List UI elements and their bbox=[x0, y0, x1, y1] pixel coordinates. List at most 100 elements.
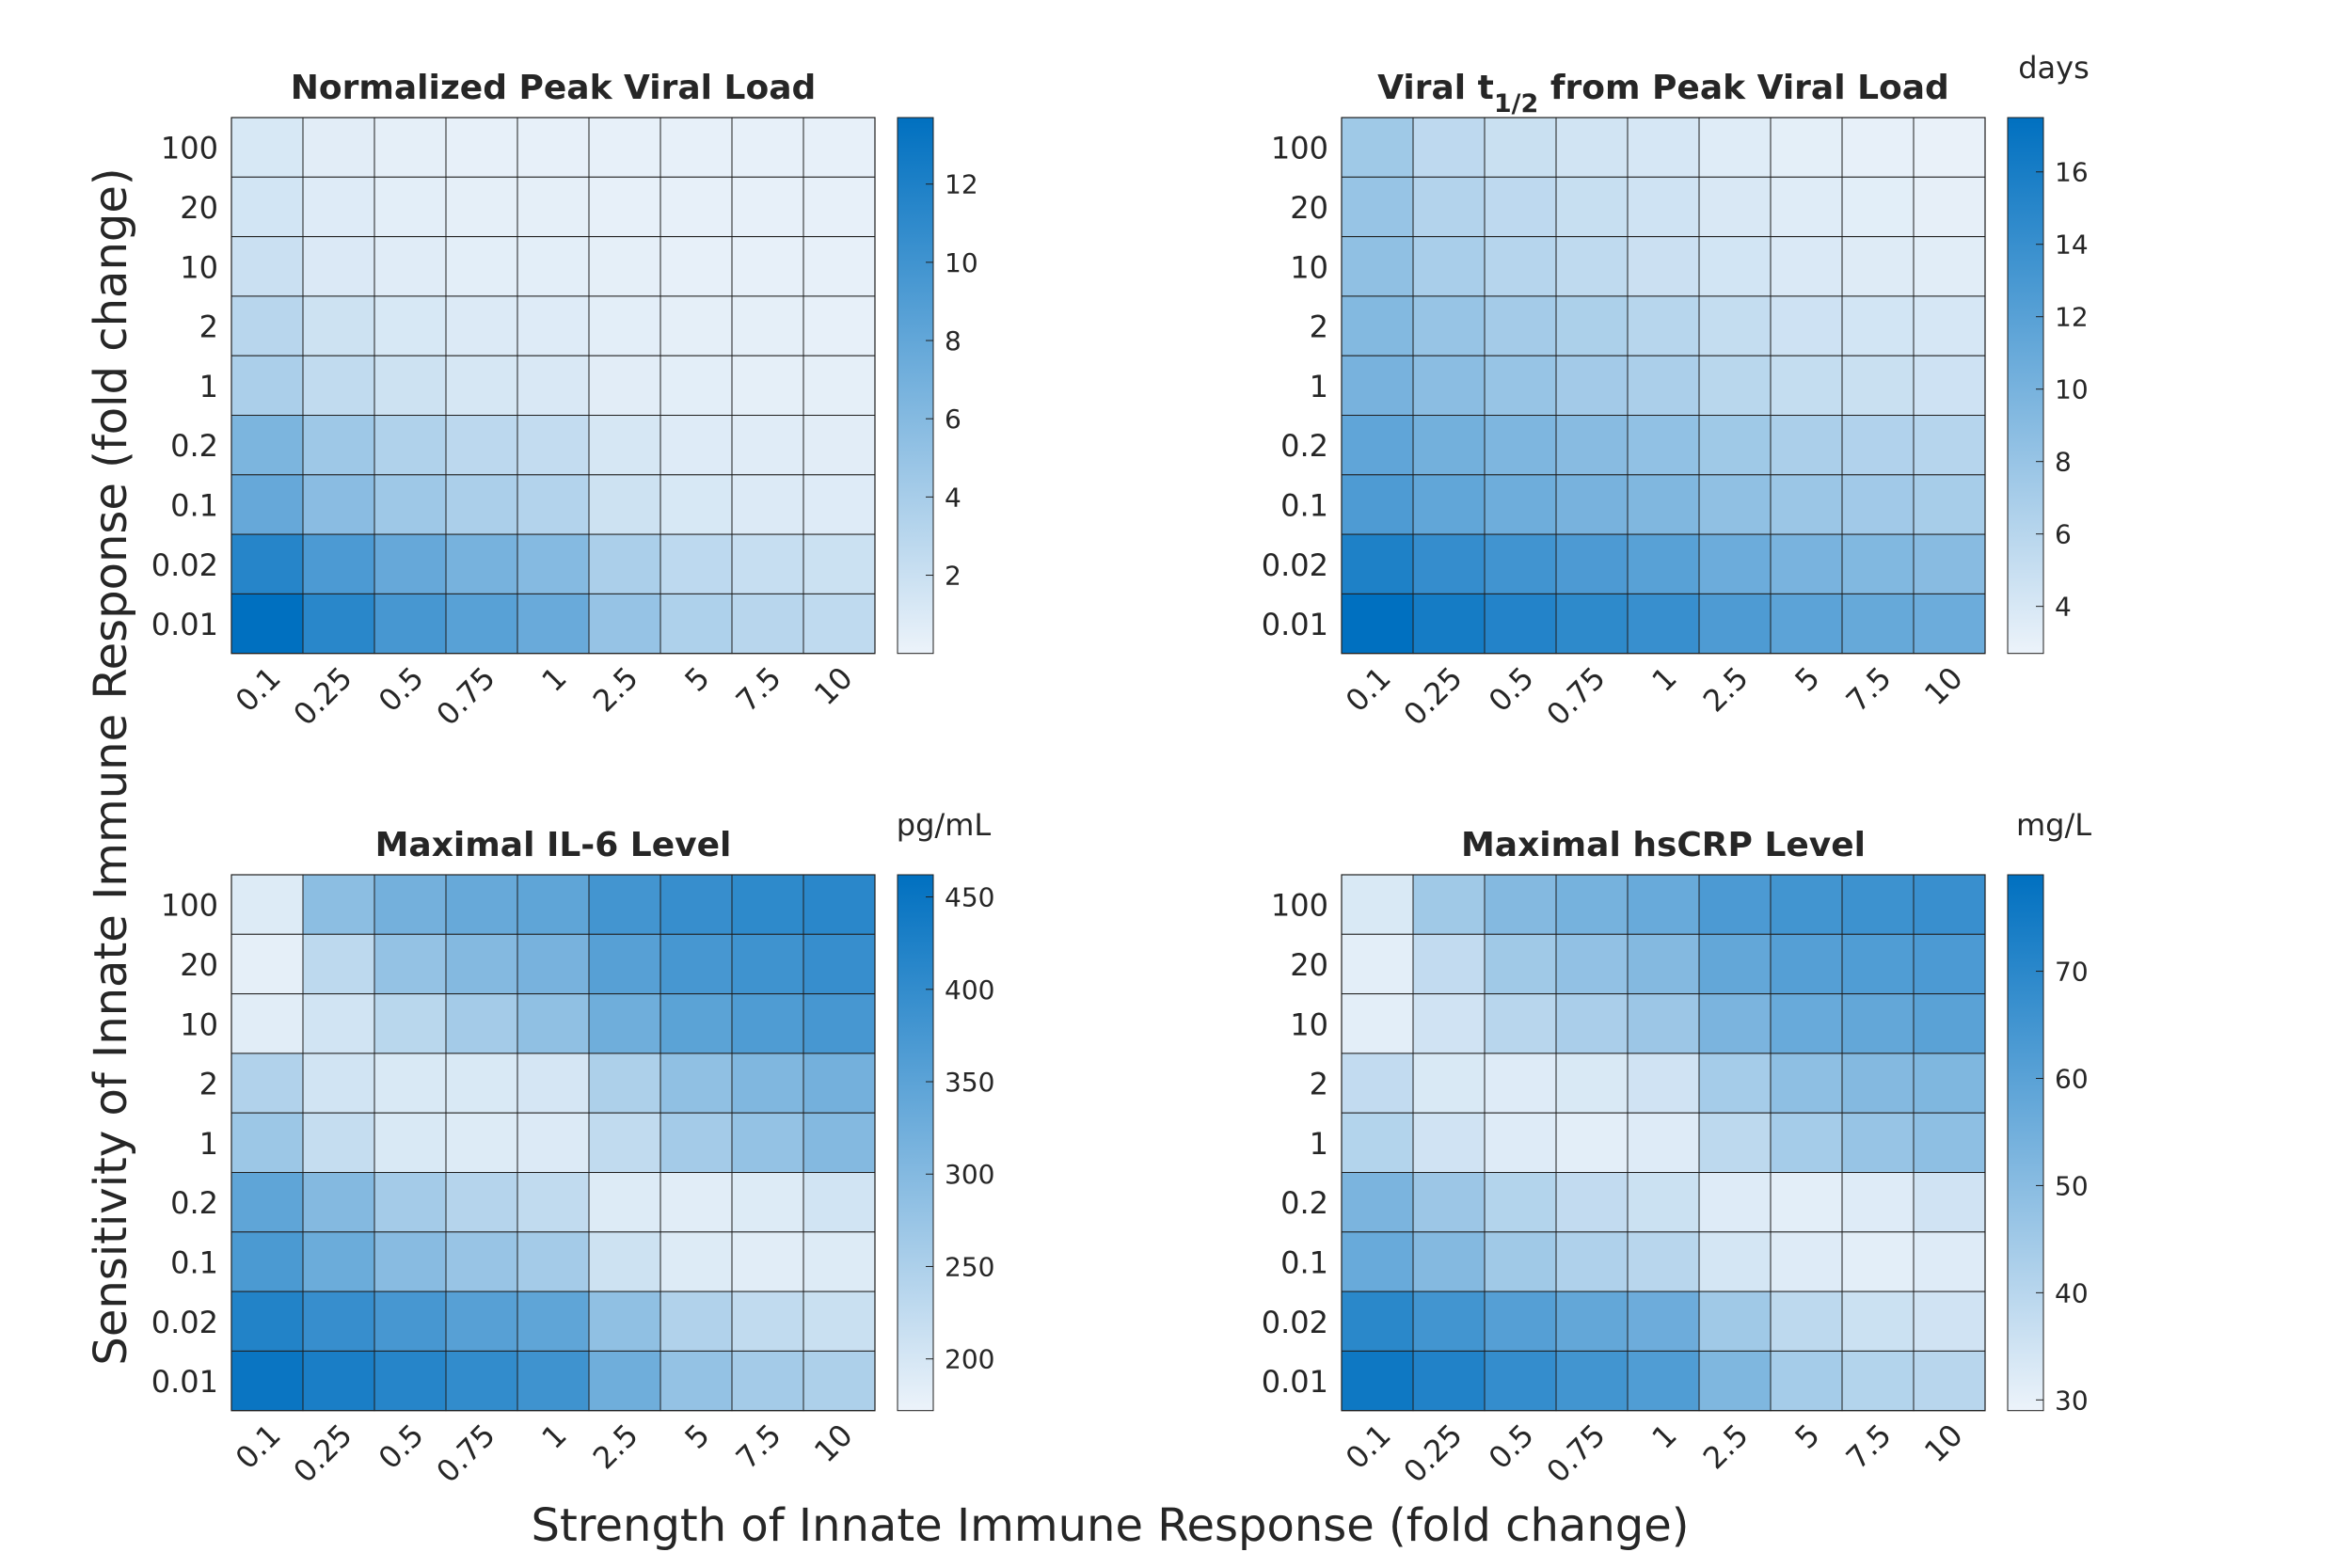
heatmap-cell bbox=[1627, 1172, 1700, 1233]
heatmap-cell bbox=[445, 933, 518, 995]
colorbar bbox=[2007, 874, 2044, 1412]
heatmap-cell bbox=[1341, 236, 1414, 297]
heatmap-cell bbox=[1627, 1231, 1700, 1292]
heatmap-cell bbox=[1913, 1291, 1986, 1352]
colorbar-tick-label: 70 bbox=[2055, 957, 2089, 988]
x-tick-label: 1 bbox=[534, 659, 573, 698]
panel-title-text: Maximal IL-6 Level bbox=[375, 826, 732, 864]
heatmap-cell bbox=[660, 415, 733, 476]
x-tick-label: 2.5 bbox=[586, 659, 645, 719]
heatmap-cell bbox=[373, 295, 447, 356]
heatmap-frame bbox=[230, 117, 876, 655]
heatmap-cell bbox=[1841, 1350, 1915, 1412]
heatmap-cell bbox=[302, 1112, 375, 1173]
heatmap-cell bbox=[373, 593, 447, 655]
y-tick-label: 20 bbox=[180, 190, 218, 226]
x-tick-label: 5 bbox=[677, 1417, 716, 1455]
heatmap-cell bbox=[445, 1350, 518, 1412]
heatmap-cell bbox=[1341, 295, 1414, 356]
colorbar-tick-label: 16 bbox=[2055, 157, 2089, 188]
x-tick-label: 0.5 bbox=[1482, 659, 1541, 719]
y-tick-label: 10 bbox=[180, 1006, 218, 1042]
heatmap-cell bbox=[1770, 1172, 1843, 1233]
heatmap-cell bbox=[516, 117, 590, 178]
heatmap-cell bbox=[516, 593, 590, 655]
heatmap-cell bbox=[1627, 1053, 1700, 1114]
heatmap-cell bbox=[803, 1291, 876, 1352]
y-tick-label: 2 bbox=[1310, 309, 1328, 345]
heatmap-cell bbox=[445, 295, 518, 356]
heatmap-cell bbox=[731, 1291, 804, 1352]
y-tick-label: 1 bbox=[199, 369, 218, 404]
y-tick-label: 0.1 bbox=[170, 1244, 218, 1280]
heatmap-panel: Viral t1/2 from Peak Viral Load 100 20 10 2 1… bbox=[1262, 50, 2090, 733]
heatmap-cell bbox=[445, 355, 518, 417]
heatmap-cell bbox=[1913, 117, 1986, 178]
heatmap-cell bbox=[1555, 1231, 1629, 1292]
y-tick-label: 0.2 bbox=[170, 1185, 218, 1221]
heatmap-cell bbox=[1341, 1291, 1414, 1352]
heatmap-cell bbox=[588, 1112, 661, 1173]
heatmap-cell bbox=[1412, 415, 1486, 476]
heatmap-cell bbox=[1698, 295, 1772, 356]
heatmap-cell bbox=[302, 236, 375, 297]
heatmap-cell bbox=[660, 295, 733, 356]
heatmap-cell bbox=[1770, 474, 1843, 535]
x-tick-label: 5 bbox=[1788, 659, 1826, 698]
heatmap-cell bbox=[1627, 295, 1700, 356]
y-tick-label: 0.01 bbox=[151, 607, 218, 642]
heatmap-cell bbox=[373, 1231, 447, 1292]
heatmap-cell bbox=[445, 1112, 518, 1173]
heatmap-cell bbox=[516, 295, 590, 356]
heatmap-cell bbox=[660, 1053, 733, 1114]
heatmap-frame bbox=[230, 874, 876, 1412]
heatmap-cell bbox=[1841, 593, 1915, 655]
x-tick-label: 0.5 bbox=[372, 1417, 431, 1476]
heatmap-cell bbox=[230, 474, 304, 535]
panel-title: Maximal IL-6 Level bbox=[375, 826, 732, 864]
heatmap-cell bbox=[1913, 593, 1986, 655]
colorbar-tick-label: 2 bbox=[945, 561, 961, 592]
heatmap-cell bbox=[1627, 933, 1700, 995]
panel-title-text: Maximal hsCRP Level bbox=[1461, 826, 1866, 864]
heatmap-cell bbox=[516, 1350, 590, 1412]
x-tick-label: 10 bbox=[1917, 659, 1970, 712]
heatmap-panel: Maximal hsCRP Level 100 20 10 2 1 0.2 0.1 0.02 0.… bbox=[1262, 807, 2091, 1490]
y-tick-label: 0.2 bbox=[1280, 428, 1328, 464]
heatmap-cell bbox=[230, 415, 304, 476]
heatmap-cell bbox=[1698, 993, 1772, 1054]
y-tick-label: 20 bbox=[1290, 190, 1328, 226]
heatmap-cell bbox=[1770, 1053, 1843, 1114]
heatmap-cell bbox=[1412, 1231, 1486, 1292]
heatmap-panels: Normalized Peak Viral Load 100 20 10 2 1 0.2 0.… bbox=[151, 50, 2091, 1490]
heatmap-cell bbox=[516, 1053, 590, 1114]
heatmap-cell bbox=[516, 933, 590, 995]
heatmap-cell bbox=[373, 355, 447, 417]
heatmap-cell bbox=[803, 295, 876, 356]
heatmap-cell bbox=[1698, 415, 1772, 476]
heatmap-cell bbox=[803, 993, 876, 1054]
heatmap-cell bbox=[373, 415, 447, 476]
heatmap-cell bbox=[1341, 874, 1414, 935]
y-tick-label: 100 bbox=[1271, 131, 1328, 166]
heatmap-cell bbox=[373, 1172, 447, 1233]
heatmap-cell bbox=[1555, 1350, 1629, 1412]
heatmap-cell bbox=[1770, 415, 1843, 476]
heatmap-cell bbox=[731, 176, 804, 238]
heatmap-cell bbox=[1627, 117, 1700, 178]
heatmap-cell bbox=[302, 993, 375, 1054]
y-tick-label: 2 bbox=[199, 1067, 218, 1102]
heatmap-cell bbox=[1913, 1172, 1986, 1233]
heatmap-cell bbox=[1627, 993, 1700, 1054]
heatmap-cell bbox=[1555, 236, 1629, 297]
heatmap-cell bbox=[1555, 415, 1629, 476]
heatmap-cell bbox=[1770, 1350, 1843, 1412]
heatmap-cell bbox=[803, 1350, 876, 1412]
x-tick-label: 7.5 bbox=[729, 1417, 788, 1476]
heatmap-cell bbox=[731, 355, 804, 417]
heatmap-cell bbox=[373, 1350, 447, 1412]
heatmap-cell bbox=[1341, 415, 1414, 476]
heatmap-cell bbox=[302, 474, 375, 535]
heatmap-cell bbox=[373, 474, 447, 535]
heatmap-cell bbox=[230, 1291, 304, 1352]
